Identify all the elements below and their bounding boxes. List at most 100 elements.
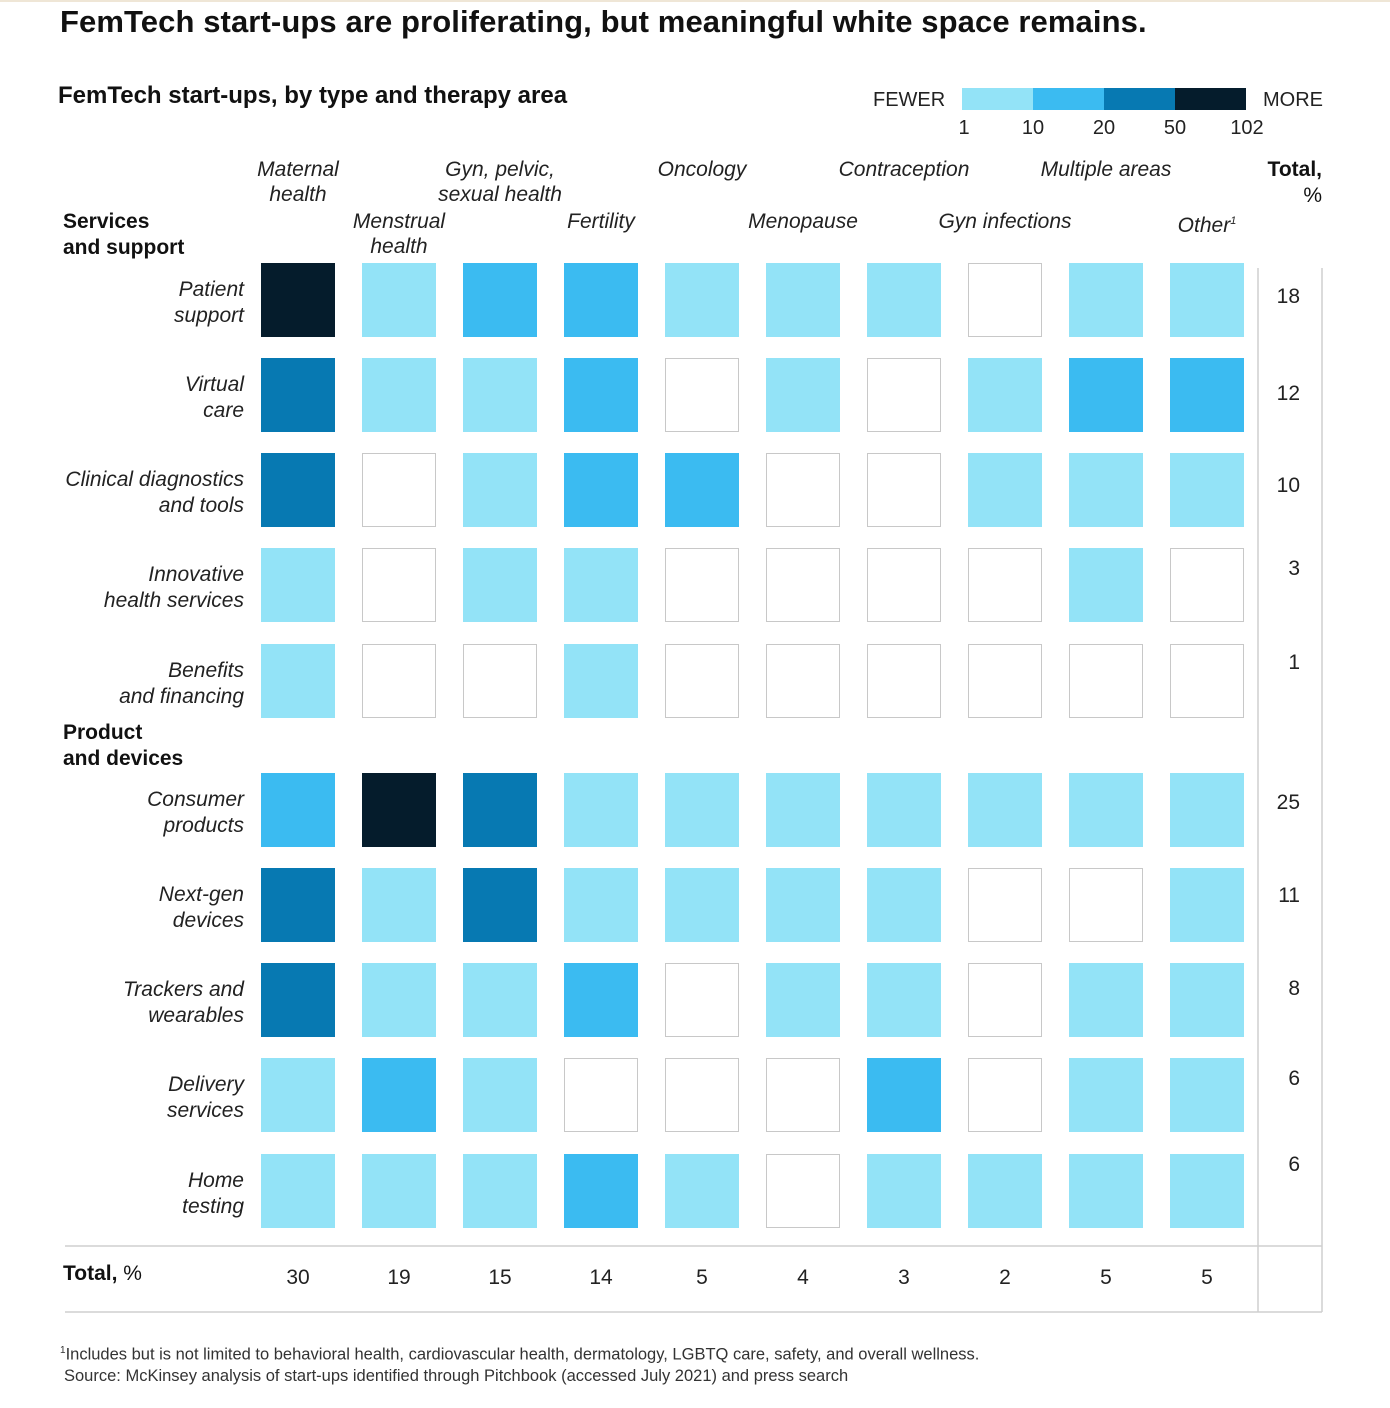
heatmap-cell [564, 453, 638, 527]
section-label-line: Services [63, 210, 150, 233]
heatmap-cell [1170, 644, 1244, 718]
row-total-value: 18 [1276, 285, 1300, 308]
column-header-line: Maternal [257, 158, 339, 181]
row-label-line: Clinical diagnostics [65, 468, 244, 491]
row-total-value: 3 [1288, 557, 1300, 580]
heatmap-cell [362, 453, 436, 527]
heatmap-cell [261, 773, 335, 847]
heatmap-cell [665, 453, 739, 527]
heatmap-cell [766, 1058, 840, 1132]
column-header: Gyn infections [938, 209, 1071, 234]
row-label: Trackers and wearables [30, 977, 244, 1029]
heatmap-cell [867, 963, 941, 1037]
heatmap-cell [564, 358, 638, 432]
row-total-value: 10 [1276, 474, 1300, 497]
column-total-value: 5 [696, 1266, 708, 1289]
row-total-value: 12 [1276, 382, 1300, 405]
row-total-header-unit: % [1303, 184, 1322, 207]
heatmap-cell [362, 644, 436, 718]
heatmap-cell [867, 773, 941, 847]
heatmap-cell [362, 263, 436, 337]
heatmap-cell [766, 358, 840, 432]
page-title: FemTech start-ups are proliferating, but… [60, 4, 1147, 39]
row-total-value: 8 [1288, 977, 1300, 1000]
heatmap-cell [463, 453, 537, 527]
heatmap-cell [362, 1154, 436, 1228]
row-label: Home testing [30, 1168, 244, 1220]
column-header: Oncology [658, 157, 747, 182]
heatmap-cell [564, 773, 638, 847]
heatmap-cell [766, 453, 840, 527]
column-total-value: 14 [589, 1266, 613, 1289]
heatmap-cell [867, 1058, 941, 1132]
heatmap-cell [1170, 1058, 1244, 1132]
heatmap-cell [1170, 453, 1244, 527]
heatmap-cell [1170, 868, 1244, 942]
heatmap-cell [564, 263, 638, 337]
heatmap-cell [463, 963, 537, 1037]
heatmap-cell [1170, 963, 1244, 1037]
heatmap-cell [463, 1058, 537, 1132]
row-label-line: devices [172, 909, 244, 932]
heatmap-cell [1069, 1058, 1143, 1132]
footnote-marker: 1 [60, 1345, 66, 1356]
heatmap-cell [463, 263, 537, 337]
heatmap-cell [766, 263, 840, 337]
heatmap-cell [766, 1154, 840, 1228]
heatmap-cell [665, 868, 739, 942]
legend-swatch-3 [1104, 88, 1175, 110]
heatmap-cell [362, 1058, 436, 1132]
heatmap-cell [968, 263, 1042, 337]
column-header: Multiple areas [1041, 157, 1172, 182]
heatmap-cell [1069, 263, 1143, 337]
heatmap-cell [463, 358, 537, 432]
column-total-value: 30 [286, 1266, 310, 1289]
heatmap-cell [463, 548, 537, 622]
heatmap-cell [665, 1154, 739, 1228]
heatmap-cell [766, 644, 840, 718]
row-total-value: 11 [1278, 884, 1300, 907]
section-label-line: and devices [63, 747, 184, 770]
heatmap-cell [261, 358, 335, 432]
row-label-line: Innovative [148, 563, 244, 586]
legend-swatch-2 [1033, 88, 1104, 110]
heatmap-cell [1069, 773, 1143, 847]
legend-tick: 1 [958, 117, 970, 139]
heatmap-cell [968, 548, 1042, 622]
heatmap-cell [665, 263, 739, 337]
heatmap-cell [867, 453, 941, 527]
row-label-line: Benefits [168, 659, 244, 682]
row-label: Patient support [30, 277, 244, 329]
heatmap-cell [1069, 358, 1143, 432]
legend-more-label: MORE [1263, 89, 1323, 111]
row-total-header-label: Total, [1267, 158, 1322, 181]
column-header: Gyn, pelvic, sexual health [438, 157, 562, 207]
heatmap-cell [766, 868, 840, 942]
heatmap-cell [261, 1154, 335, 1228]
legend-tick: 50 [1163, 117, 1187, 139]
column-header-line: Gyn, pelvic, [445, 158, 555, 181]
row-label-line: Trackers and [123, 978, 244, 1001]
column-header-line: health [370, 235, 428, 258]
heatmap-cell [463, 1154, 537, 1228]
column-header: Menopause [748, 209, 858, 234]
heatmap-cell [766, 963, 840, 1037]
heatmap-cell [564, 868, 638, 942]
heatmap-cell [1170, 1154, 1244, 1228]
heatmap-cell [362, 773, 436, 847]
section-label: Product and devices [63, 720, 183, 772]
heatmap-cell [1069, 963, 1143, 1037]
heatmap-cell [564, 1154, 638, 1228]
column-header: Other1 [1178, 209, 1237, 238]
heatmap-cell [766, 548, 840, 622]
heatmap-cell [362, 358, 436, 432]
column-header-line: Menopause [748, 210, 858, 233]
heatmap-cell [463, 644, 537, 718]
column-header-line: Gyn infections [938, 210, 1072, 233]
row-label-line: Next-gen [158, 883, 244, 906]
column-header-line: Multiple areas [1040, 158, 1172, 181]
row-label: Clinical diagnostics and tools [30, 467, 244, 519]
heatmap-cell [968, 644, 1042, 718]
column-total-label-unit: % [123, 1262, 142, 1285]
